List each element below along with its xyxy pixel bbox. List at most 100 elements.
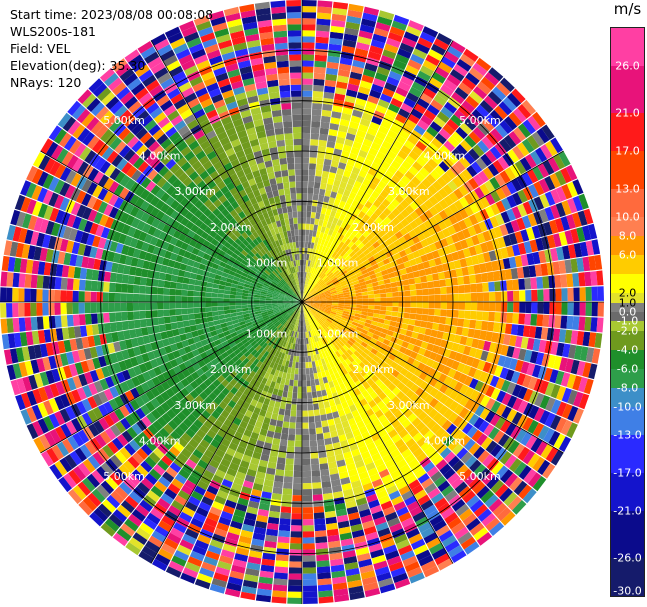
range-gate [491, 332, 499, 343]
range-gate [303, 290, 306, 297]
range-gate [504, 323, 513, 335]
range-gate [455, 268, 463, 277]
range-gate [319, 365, 325, 372]
range-gate [372, 281, 379, 287]
range-gate [448, 214, 458, 225]
range-gate [280, 433, 289, 441]
range-gate [350, 274, 358, 280]
range-gate [115, 312, 122, 322]
range-gate [344, 264, 351, 270]
range-gate [443, 270, 452, 279]
range-gate [378, 314, 386, 320]
range-gate [393, 409, 403, 419]
range-gate [309, 248, 314, 255]
range-gate [24, 317, 32, 331]
range-gate [358, 30, 373, 40]
range-gate [344, 299, 351, 302]
range-gate [274, 426, 283, 434]
range-gate [386, 485, 398, 495]
range-gate [391, 20, 407, 31]
range-gate [337, 305, 344, 309]
range-gate [464, 438, 476, 451]
range-gate [329, 166, 338, 174]
range-gate [532, 251, 541, 265]
range-gate [522, 488, 537, 504]
range-gate [416, 156, 427, 167]
range-gate [423, 430, 435, 441]
range-gate [318, 307, 325, 311]
range-gate [302, 157, 310, 164]
range-gate [400, 209, 410, 218]
range-gate [414, 276, 422, 284]
range-gate [244, 574, 259, 583]
range-gate [340, 439, 349, 448]
range-gate [421, 314, 429, 322]
range-gate [262, 552, 276, 561]
range-gate [529, 239, 539, 253]
range-gate [338, 526, 351, 535]
range-gate [335, 313, 343, 317]
range-gate [332, 359, 339, 367]
range-gate [287, 440, 295, 447]
range-gate [337, 307, 344, 311]
range-gate [454, 241, 463, 251]
range-gate [305, 284, 308, 291]
range-gate [432, 180, 443, 192]
range-gate [295, 319, 299, 326]
range-gate [407, 413, 418, 423]
range-gate [523, 468, 537, 484]
range-gate [373, 136, 384, 146]
range-gate [362, 305, 369, 309]
range-gate [448, 350, 458, 360]
range-gate [317, 372, 323, 379]
range-gate [509, 476, 523, 492]
range-gate [454, 526, 469, 540]
range-gate [455, 431, 467, 443]
range-gate [340, 375, 348, 383]
range-gate [342, 39, 357, 48]
range-gate [304, 313, 307, 320]
range-gate [380, 500, 393, 511]
range-gate [305, 362, 309, 369]
range-gate [284, 470, 294, 477]
range-gate [250, 544, 264, 553]
range-gate [516, 372, 526, 386]
range-gate [279, 439, 288, 447]
range-gate [506, 279, 514, 291]
range-gate [539, 410, 551, 425]
range-gate [434, 66, 450, 79]
range-gate [305, 368, 310, 375]
range-gate [426, 466, 439, 478]
range-gate [175, 295, 182, 302]
range-gate [321, 252, 327, 259]
range-gate [309, 367, 314, 375]
range-gate [302, 296, 303, 302]
range-gate [310, 288, 315, 294]
range-gate [570, 330, 579, 345]
range-gate [103, 322, 112, 334]
range-gate [344, 296, 351, 300]
range-gate [355, 97, 367, 107]
range-gate [336, 273, 343, 279]
range-gate [338, 213, 346, 222]
range-gate [368, 399, 377, 409]
range-gate [469, 378, 479, 390]
range-gate [332, 491, 344, 499]
range-gate [96, 302, 103, 313]
range-gate [345, 412, 354, 421]
range-gate [311, 290, 317, 295]
range-gate [361, 18, 376, 28]
range-gate [476, 232, 486, 244]
range-gate [345, 431, 354, 440]
range-gate [439, 316, 447, 325]
range-gate [394, 424, 405, 434]
range-gate [302, 476, 312, 484]
range-gate [362, 214, 371, 222]
range-gate [294, 331, 298, 338]
range-gate [504, 454, 517, 469]
range-gate [320, 299, 327, 301]
range-gate [357, 354, 365, 362]
range-gate [458, 208, 469, 220]
range-gate [321, 324, 327, 331]
range-gate [313, 296, 320, 299]
